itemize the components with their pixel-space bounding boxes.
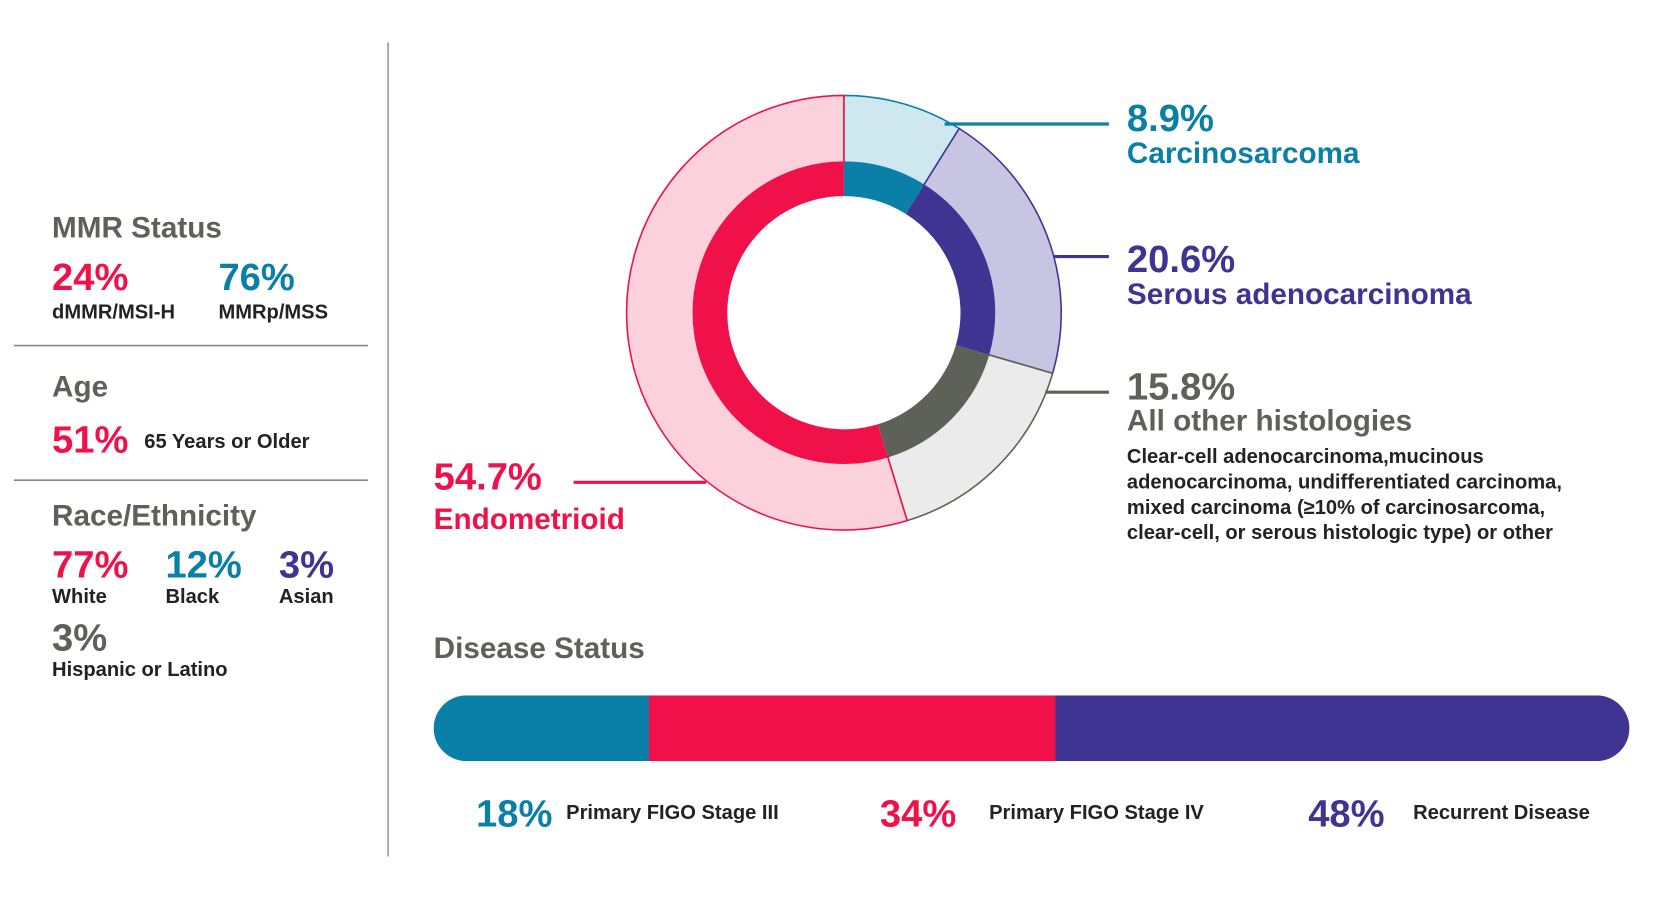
bar-group — [433, 695, 1630, 762]
donut-inner-segment — [905, 185, 995, 355]
stat-value: 77% — [52, 544, 128, 587]
stat-value: 3% — [279, 544, 334, 587]
bar-segment — [1055, 695, 1630, 762]
stat-value: 3% — [52, 617, 107, 660]
stat-label: Black — [165, 586, 220, 608]
stat-label: dMMR/MSI-H — [52, 302, 175, 324]
annotation: mixed carcinoma (≥10% of carcinosarcoma, — [1127, 497, 1545, 519]
chart-title: Disease Status — [434, 632, 645, 665]
stat-value: 12% — [165, 544, 241, 587]
stat-label: MMRp/MSS — [218, 302, 328, 324]
category-label: All other histologies — [1127, 404, 1412, 437]
stat-label: 65 Years or Older — [144, 431, 309, 453]
value-label: 8.9% — [1127, 97, 1214, 140]
value-label: 15.8% — [1127, 365, 1235, 408]
value-label: 18% — [476, 793, 552, 836]
value-label: 54.7% — [434, 456, 542, 499]
stat-value: 51% — [52, 418, 128, 461]
annotation: clear-cell, or serous histologic type) o… — [1127, 522, 1553, 544]
annotation: Clear-cell adenocarcinoma,mucinous — [1127, 446, 1484, 468]
stat-value: 76% — [218, 256, 294, 299]
legend-label: Recurrent Disease — [1413, 802, 1590, 824]
stat-value: 24% — [52, 256, 128, 299]
category-label: Serous adenocarcinoma — [1127, 278, 1472, 311]
value-label: 20.6% — [1127, 238, 1235, 281]
bar-segment — [648, 695, 1056, 762]
section-title: MMR Status — [52, 211, 222, 244]
donut-inner-segment — [877, 345, 989, 457]
legend-label: Primary FIGO Stage IV — [989, 802, 1204, 824]
bar-segment — [433, 695, 650, 762]
value-label: 34% — [880, 793, 956, 836]
donut-inner-segment — [843, 162, 924, 214]
section-title: Race/Ethnicity — [52, 500, 257, 533]
category-label: Carcinosarcoma — [1127, 137, 1360, 170]
category-label: Endometrioid — [434, 503, 625, 536]
legend-label: Primary FIGO Stage III — [566, 802, 779, 824]
annotation: adenocarcinoma, undifferentiated carcino… — [1127, 471, 1562, 493]
stat-label: Hispanic or Latino — [52, 659, 228, 681]
stat-label: Asian — [279, 586, 334, 608]
stat-label: White — [52, 586, 107, 608]
section-title: Age — [52, 370, 108, 403]
donut-inner-segment — [693, 162, 888, 464]
value-label: 48% — [1308, 793, 1384, 836]
